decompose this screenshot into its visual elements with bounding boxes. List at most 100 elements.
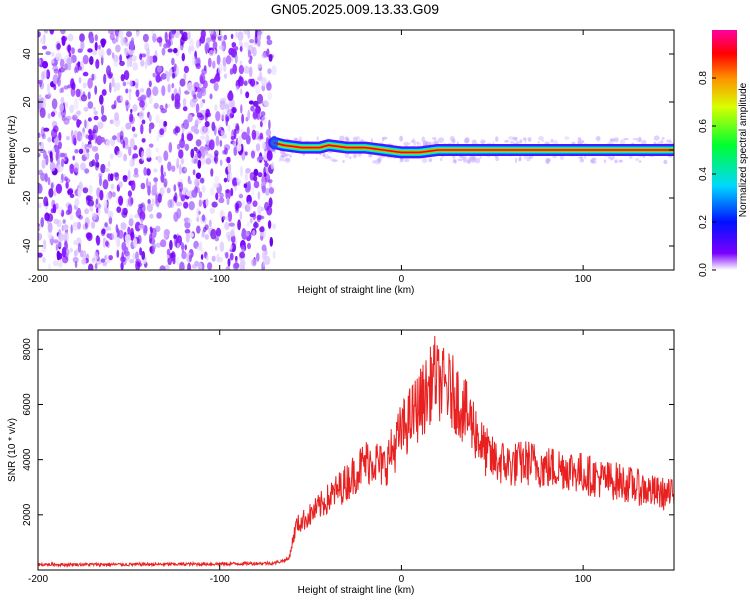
noise-speckle: [77, 61, 81, 68]
noise-speckle: [93, 115, 99, 121]
noise-speckle: [253, 222, 259, 229]
haze-speckle: [515, 157, 518, 163]
noise-speckle: [106, 65, 111, 76]
noise-speckle: [126, 30, 132, 38]
noise-speckle: [167, 48, 173, 53]
haze-speckle: [503, 140, 509, 143]
noise-speckle: [116, 237, 121, 248]
noise-speckle: [132, 104, 138, 112]
noise-speckle: [135, 89, 140, 98]
haze-speckle: [519, 139, 523, 144]
noise-speckle: [116, 119, 121, 126]
noise-speckle: [77, 187, 82, 198]
noise-speckle: [226, 197, 230, 206]
noise-speckle: [239, 251, 246, 259]
haze-speckle: [327, 156, 332, 159]
noise-speckle: [84, 168, 90, 174]
noise-speckle: [45, 201, 49, 207]
noise-speckle: [120, 262, 124, 270]
noise-speckle: [144, 60, 148, 70]
noise-speckle: [146, 177, 149, 189]
noise-speckle: [48, 188, 54, 198]
noise-speckle: [39, 81, 42, 88]
noise-speckle: [127, 190, 132, 198]
noise-speckle: [230, 229, 235, 237]
noise-speckle: [63, 85, 69, 90]
haze-speckle: [381, 136, 385, 142]
noise-speckle: [111, 77, 115, 88]
noise-speckle: [219, 192, 224, 199]
haze-speckle: [462, 156, 467, 161]
haze-speckle: [282, 151, 286, 158]
noise-speckle: [79, 33, 85, 43]
noise-speckle: [200, 75, 204, 84]
noise-speckle: [195, 139, 202, 147]
noise-speckle: [129, 158, 135, 168]
noise-speckle: [240, 128, 244, 133]
noise-speckle: [85, 134, 89, 140]
noise-speckle: [153, 177, 159, 183]
noise-speckle: [124, 42, 130, 47]
noise-speckle: [227, 124, 231, 132]
noise-speckle: [38, 152, 41, 158]
noise-speckle: [182, 106, 188, 112]
noise-speckle: [139, 110, 145, 120]
haze-speckle: [623, 138, 629, 141]
noise-speckle: [128, 91, 132, 101]
noise-speckle: [69, 193, 75, 198]
noise-speckle: [87, 101, 94, 109]
noise-speckle: [236, 143, 242, 152]
noise-speckle: [116, 206, 122, 213]
noise-speckle: [148, 80, 152, 88]
haze-speckle: [285, 158, 291, 163]
noise-speckle: [92, 129, 97, 134]
noise-speckle: [203, 65, 207, 72]
noise-speckle: [142, 225, 148, 236]
noise-speckle: [121, 241, 127, 252]
noise-speckle: [89, 56, 94, 65]
noise-speckle: [232, 63, 237, 75]
noise-speckle: [42, 239, 47, 249]
noise-speckle: [237, 219, 242, 231]
noise-speckle: [215, 73, 221, 83]
noise-speckle: [185, 233, 190, 243]
noise-speckle: [159, 265, 166, 270]
noise-speckle: [42, 257, 46, 263]
noise-speckle: [225, 266, 231, 270]
noise-speckle: [150, 227, 157, 239]
noise-speckle: [179, 261, 185, 270]
noise-speckle: [55, 52, 62, 61]
noise-speckle: [249, 39, 255, 44]
noise-speckle: [70, 224, 73, 234]
noise-speckle: [40, 141, 45, 152]
x-tick-label: 100: [575, 274, 592, 285]
noise-speckle: [111, 191, 116, 198]
noise-speckle: [223, 65, 227, 72]
noise-speckle: [107, 210, 114, 219]
noise-speckle: [214, 175, 220, 184]
noise-speckle: [149, 233, 153, 244]
noise-speckle: [78, 148, 84, 154]
noise-speckle: [205, 198, 209, 207]
noise-speckle: [244, 171, 249, 182]
noise-speckle: [246, 126, 250, 137]
noise-speckle: [227, 91, 234, 102]
haze-speckle: [653, 135, 660, 141]
noise-speckle: [181, 123, 185, 129]
noise-speckle: [181, 124, 185, 135]
noise-speckle: [67, 204, 73, 215]
haze-speckle: [537, 141, 540, 144]
snr-x-axis-label: Height of straight line (km): [298, 585, 415, 596]
noise-speckle: [40, 71, 45, 81]
haze-speckle: [342, 160, 345, 163]
noise-speckle: [248, 100, 254, 105]
haze-speckle: [453, 159, 456, 162]
noise-speckle: [132, 62, 139, 71]
noise-speckle: [129, 80, 133, 87]
noise-speckle: [137, 234, 142, 245]
noise-speckle: [257, 30, 262, 42]
noise-speckle: [159, 128, 165, 136]
noise-speckle: [77, 110, 82, 116]
haze-speckle: [417, 141, 422, 148]
haze-speckle: [595, 136, 601, 141]
